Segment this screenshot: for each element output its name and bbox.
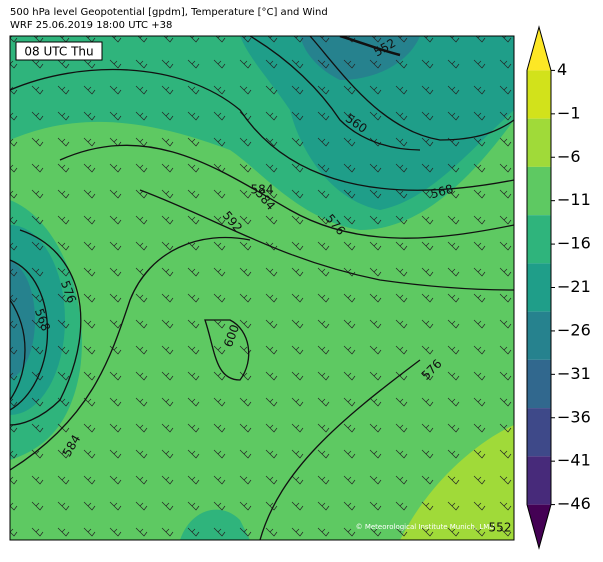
colorbar-tick-label: −31: [557, 364, 591, 383]
colorbar-tick-label: −6: [557, 147, 581, 166]
time-label: 08 UTC Thu: [24, 45, 93, 59]
colorbar-tick-label: −36: [557, 407, 591, 426]
colorbar-band: [527, 311, 551, 360]
colorbar-tick-label: −11: [557, 190, 591, 209]
time-label-box: [15, 41, 103, 61]
wind-barbs: [10, 36, 514, 540]
colorbar-extend: [527, 504, 551, 548]
colorbar-tick-label: −16: [557, 234, 591, 253]
subtitle: WRF 25.06.2019 18:00 UTC +38: [10, 20, 172, 31]
colorbar-band: [527, 215, 551, 264]
colorbar-tick-label: 4: [557, 60, 567, 79]
contour-label: 552: [489, 521, 512, 535]
colorbar-band: [527, 456, 551, 505]
contour-label: 568: [429, 182, 455, 201]
title: 500 hPa level Geopotential [gpdm], Tempe…: [10, 7, 328, 18]
colorbar-band: [527, 263, 551, 312]
colorbar-band: [527, 70, 551, 119]
colorbar-extend: [527, 27, 551, 71]
colorbar-band: [527, 166, 551, 216]
colorbar-band: [527, 408, 551, 457]
colorbar-band: [527, 118, 551, 167]
contour-label: 584: [251, 183, 274, 197]
colorbar-tick-label: −1: [557, 103, 581, 122]
map-frame: [9, 35, 515, 541]
colorbar-tick-label: −41: [557, 451, 591, 470]
colorbar-tick-label: −21: [557, 277, 591, 296]
colorbar-tick-label: −26: [557, 320, 591, 339]
colorbar-tick-label: −46: [557, 494, 591, 513]
map: [10, 36, 514, 540]
colorbar: 4 −1 −6 −11 −16 −21 −26 −31 −36 −41 −46: [526, 25, 591, 550]
copyright: © Meteorological Institute Munich, LMU: [356, 523, 495, 531]
contours: [10, 36, 514, 540]
colorbar-band: [527, 359, 551, 409]
